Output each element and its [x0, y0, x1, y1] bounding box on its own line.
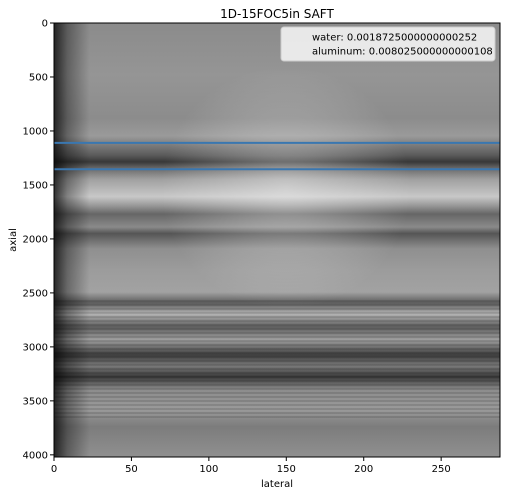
y-tick-label-4: 2000 — [23, 234, 48, 245]
legend: water: 0.0018725000000000252 aluminum: 0.… — [280, 26, 496, 62]
plot-area — [53, 22, 501, 458]
x-tick-label-4: 200 — [354, 464, 373, 475]
y-tick-label-1: 500 — [29, 72, 48, 83]
y-tick-label-8: 4000 — [23, 450, 48, 461]
legend-box — [280, 26, 496, 62]
y-tick-label-3: 1500 — [23, 180, 48, 191]
x-tick-label-3: 150 — [277, 464, 296, 475]
x-tick-label-0: 0 — [51, 464, 57, 475]
x-axis-ticks: 0 50 100 150 200 250 — [51, 457, 451, 475]
y-axis-label: axial — [8, 228, 19, 252]
x-tick-label-1: 50 — [125, 464, 138, 475]
x-tick-label-5: 250 — [432, 464, 451, 475]
y-tick-label-2: 1000 — [23, 126, 48, 137]
y-tick-label-6: 3000 — [23, 342, 48, 353]
plot-frame — [53, 22, 501, 458]
legend-label-1: aluminum: 0.008025000000000108 — [312, 47, 493, 58]
y-tick-label-5: 2500 — [23, 288, 48, 299]
legend-label-0: water: 0.0018725000000000252 — [312, 33, 477, 44]
y-tick-label-7: 3500 — [23, 396, 48, 407]
chart-title: 1D-15FOC5in SAFT — [220, 7, 334, 21]
image-left-shade — [54, 23, 500, 457]
interface-lines — [54, 141, 500, 171]
y-tick-label-0: 0 — [42, 19, 48, 30]
legend-items: water: 0.0018725000000000252 aluminum: 0.… — [312, 33, 493, 58]
y-axis-ticks: 0 500 1000 1500 2000 2500 3000 3500 4000 — [23, 19, 54, 461]
x-axis-label: lateral — [261, 479, 293, 490]
x-tick-label-2: 100 — [199, 464, 218, 475]
